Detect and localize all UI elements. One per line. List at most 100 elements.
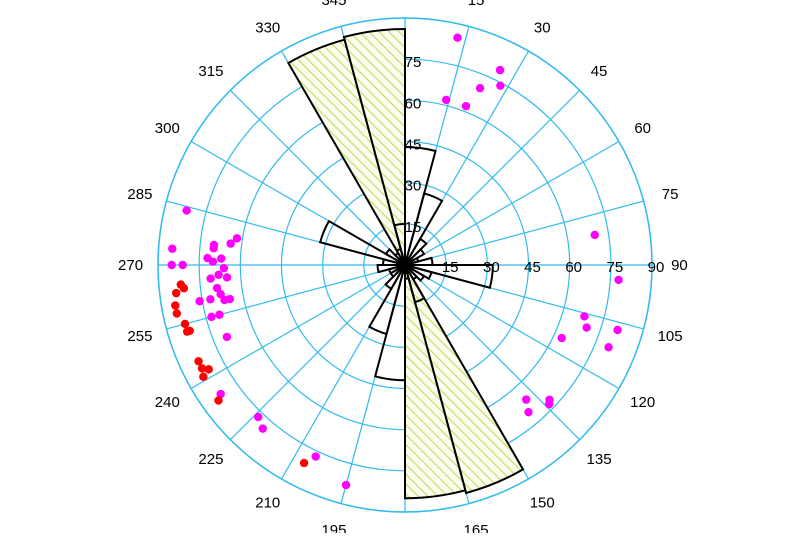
rose-petal-150 — [404, 264, 525, 495]
scatter-point — [258, 424, 267, 433]
scatter-point — [197, 364, 207, 373]
grid-spoke — [404, 264, 581, 441]
rose-petal-30 — [404, 237, 428, 266]
rose-petal-0 — [404, 145, 437, 266]
rose-petal-255 — [376, 264, 406, 274]
radial-label-horizontal: 15 — [442, 259, 459, 276]
scatter-point — [222, 273, 232, 282]
angle-label: 315 — [198, 63, 223, 80]
grid-spoke — [190, 264, 406, 390]
rose-petal-105 — [404, 264, 433, 281]
outer-ring — [157, 17, 653, 513]
rose-petal-165 — [404, 264, 467, 500]
radial-label-vertical: 15 — [405, 219, 422, 236]
scatter-point — [171, 301, 180, 310]
radial-label-vertical: 60 — [405, 95, 422, 112]
angle-label: 60 — [634, 120, 651, 137]
scatter-point — [522, 395, 531, 404]
rose-petal-195 — [367, 264, 406, 336]
grid-spoke — [229, 264, 406, 441]
rose-petal-285 — [318, 219, 406, 266]
angle-label: 195 — [321, 522, 346, 533]
angle-label: 15 — [468, 0, 485, 9]
radial-label-horizontal: 45 — [524, 259, 541, 276]
scatter-points — [167, 33, 623, 490]
rose-petal-210 — [384, 264, 406, 291]
grid-spoke — [404, 200, 644, 266]
angle-label: 165 — [464, 522, 489, 533]
angle-label: 135 — [587, 451, 612, 468]
radial-label-horizontal: 75 — [606, 259, 623, 276]
scatter-point — [179, 284, 189, 293]
radial-label-horizontal: 90 — [648, 259, 665, 276]
scatter-point — [172, 309, 182, 318]
scatter-point — [475, 83, 485, 93]
scatter-point — [232, 234, 242, 243]
rose-petal-120 — [404, 264, 426, 282]
angle-label: 345 — [321, 0, 346, 9]
radial-label-vertical: 30 — [405, 178, 422, 195]
scatter-point — [178, 260, 187, 270]
scatter-point — [168, 244, 177, 253]
scatter-point — [167, 260, 176, 270]
scatter-point — [222, 332, 232, 342]
scatter-point — [225, 294, 235, 304]
scatter-point — [180, 319, 190, 329]
scatter-point — [582, 323, 591, 332]
angle-label: 45 — [591, 63, 608, 80]
scatter-point — [212, 283, 222, 293]
grid-spoke — [166, 264, 406, 330]
outline-rose — [318, 145, 494, 382]
scatter-point — [604, 343, 613, 352]
angle-label: 120 — [630, 394, 655, 411]
angle-label: 210 — [255, 495, 280, 512]
scatter-point — [580, 312, 589, 321]
radial-label-horizontal: 30 — [483, 259, 500, 276]
scatter-point — [185, 326, 194, 335]
angle-label: 225 — [198, 451, 223, 468]
grid-spoke — [404, 140, 620, 266]
scatter-point — [299, 458, 309, 468]
scatter-point — [194, 357, 203, 366]
grid-spoke — [229, 89, 406, 266]
scatter-point — [219, 263, 229, 273]
scatter-point — [614, 275, 623, 285]
scatter-point — [206, 274, 215, 283]
scatter-point — [453, 33, 462, 42]
scatter-point — [217, 254, 226, 263]
scatter-point — [544, 399, 554, 409]
scatter-point — [341, 480, 351, 490]
scatter-point — [557, 333, 566, 343]
rose-petal-345 — [342, 27, 406, 266]
scatter-point — [206, 295, 215, 304]
scatter-point — [441, 95, 451, 105]
angle-label: 330 — [255, 19, 280, 36]
rose-petal-300 — [384, 248, 406, 266]
scatter-point — [195, 297, 204, 306]
angle-label: 90 — [671, 257, 688, 274]
scatter-point — [214, 396, 223, 405]
scatter-point — [207, 312, 216, 322]
angle-label: 300 — [155, 120, 180, 137]
scatter-point — [524, 407, 533, 417]
rose-petal-150 — [404, 264, 426, 304]
grid-spoke — [404, 264, 620, 390]
radial-label-vertical: 45 — [405, 137, 422, 154]
scatter-point — [590, 230, 599, 240]
scatter-point — [495, 65, 505, 75]
scatter-point — [214, 270, 223, 279]
angle-label: 30 — [534, 19, 551, 36]
scatter-point — [496, 81, 505, 90]
scatter-point — [461, 101, 471, 111]
scatter-point — [226, 239, 235, 248]
rose-petal-15 — [404, 192, 444, 266]
radial-label-vertical: 75 — [405, 54, 422, 71]
angle-label: 240 — [155, 394, 180, 411]
angle-label: 150 — [530, 495, 555, 512]
scatter-point — [216, 389, 225, 399]
scatter-point — [209, 244, 218, 253]
scatter-point — [311, 452, 320, 461]
scatter-point — [182, 206, 191, 215]
